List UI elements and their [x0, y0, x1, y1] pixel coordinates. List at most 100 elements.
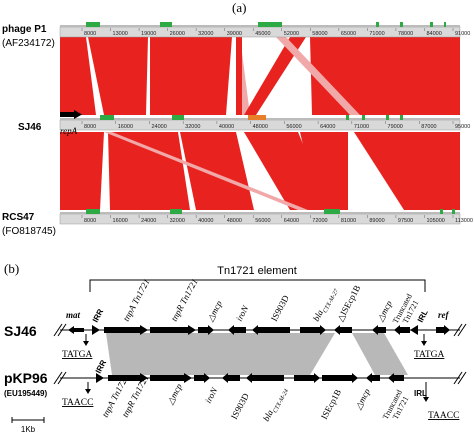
break-mark	[57, 323, 67, 337]
gene-label: iroN	[203, 385, 220, 405]
band	[244, 37, 306, 115]
gene-label: blaCTX-M-24	[261, 385, 290, 424]
gene-box	[430, 22, 433, 27]
gene-arrow	[388, 373, 404, 383]
irr-arrow-icon	[96, 373, 104, 383]
tick-label: 84000	[426, 31, 441, 37]
gene-label: IRL	[414, 389, 427, 398]
gene-label: tnpA Tn1721	[121, 277, 152, 323]
gene-label: iroN	[234, 303, 251, 323]
band	[236, 37, 242, 115]
tick-label: 87000	[421, 124, 436, 130]
pkp96-map: pKP96 (EU195449)	[4, 370, 467, 402]
tick-label: 113000	[455, 218, 473, 224]
pkp96-name: pKP96	[4, 370, 48, 386]
tick-labels-top: 8000 13000 19000 26000 32000 39000 45000 52000 5…	[81, 28, 470, 37]
gene-box	[160, 22, 172, 27]
tick-label: 16000	[118, 124, 133, 130]
pkp96-accession: (EU195449)	[4, 389, 47, 398]
track-sj46: SJ46 repA 8000 16000 24000 32000 40000 48000 5…	[18, 110, 470, 136]
tick-label: 45000	[255, 31, 270, 37]
gene-box	[172, 115, 184, 120]
tick-label: 24000	[141, 218, 156, 224]
track-name: RCS47	[2, 212, 35, 223]
gene-name: bla	[261, 408, 275, 423]
band	[310, 37, 460, 115]
gene-arrow	[150, 325, 196, 335]
gene-label: mat	[66, 310, 81, 320]
gene-label: △ISEcp1B	[335, 283, 362, 323]
gene-box	[386, 115, 389, 120]
band	[354, 132, 460, 210]
tick-label: 48000	[227, 218, 242, 224]
arrowhead	[423, 397, 429, 402]
gene-label: IRR	[91, 307, 106, 324]
gene-arrow	[150, 373, 192, 383]
tick-label: 52000	[284, 31, 299, 37]
tick-label: 78000	[398, 31, 413, 37]
gene-subscript: CTX-M-27	[323, 288, 341, 315]
sj46-map: SJ46	[4, 323, 467, 346]
gene-arrow	[322, 373, 358, 383]
break-mark	[453, 371, 463, 385]
track-name: SJ46	[18, 122, 42, 133]
tick-label: 32000	[198, 31, 213, 37]
tick-label: 95000	[455, 124, 470, 130]
track-rcs47: RCS47 (FO818745) 8000 16000 24000 32000 4000…	[2, 209, 473, 237]
tick-label: 81000	[341, 218, 356, 224]
break-mark	[457, 323, 467, 337]
gene-box	[400, 115, 403, 120]
arrowhead	[421, 341, 427, 346]
gene-arrow	[394, 325, 410, 335]
gene-box	[452, 209, 455, 214]
tn1721-bracket: Tn1721 element	[89, 265, 426, 292]
gene-arrow	[222, 373, 240, 383]
gene-arrow	[108, 373, 148, 383]
band	[150, 37, 232, 115]
alignment-bands-top	[60, 37, 460, 115]
gene-box	[400, 22, 403, 27]
gene-arrow	[104, 325, 148, 335]
homology-shade-right	[352, 333, 408, 375]
gene-arrow	[228, 325, 246, 335]
gene-label: IS903D	[269, 293, 291, 323]
scale-bar: 1Kb	[11, 417, 45, 434]
gene-arrow	[194, 373, 210, 383]
break-mark	[457, 371, 467, 385]
track-accession: (AF234172)	[2, 38, 55, 49]
track-name: phage P1	[2, 24, 47, 35]
orange-gene-box	[248, 115, 266, 120]
tick-labels-bottom: 8000 16000 24000 32000 40000 48000 56000 64000 7…	[81, 215, 473, 224]
track-phage-p1: phage P1 (AF234172) 8000 13000 19000 26000 3…	[2, 22, 470, 49]
tick-label: 24000	[151, 124, 166, 130]
tick-label: 56000	[255, 218, 270, 224]
gene-label: ISEcp1B	[319, 388, 343, 421]
band	[244, 132, 330, 210]
arrowhead	[83, 341, 89, 346]
repa-label: repA	[60, 126, 78, 136]
tick-label: 16000	[113, 218, 128, 224]
band	[180, 132, 254, 210]
gene-arrow	[198, 325, 214, 335]
tick-label: 32000	[185, 124, 200, 130]
gene-label: IRL	[416, 308, 430, 324]
tick-label: 97500	[398, 218, 413, 224]
break-mark	[453, 323, 463, 337]
tick-label: 58000	[312, 31, 327, 37]
band	[276, 37, 360, 115]
mat-arrow-icon	[68, 326, 84, 334]
tick-label: 65000	[341, 31, 356, 37]
genome-rule	[60, 212, 460, 214]
gene-box	[86, 209, 100, 214]
gene-arrow	[246, 373, 284, 383]
gene-label: IRR	[94, 358, 109, 375]
gene-arrow	[300, 325, 326, 335]
sj46-name: SJ46	[4, 323, 37, 339]
tick-label: 19000	[141, 31, 156, 37]
gene-box	[346, 115, 349, 120]
repa-arrow-icon	[60, 110, 82, 119]
tick-label: 8000	[84, 31, 96, 37]
band	[104, 132, 308, 210]
gene-label: △mcp	[352, 386, 372, 411]
alignment-bands-bottom	[60, 132, 460, 210]
